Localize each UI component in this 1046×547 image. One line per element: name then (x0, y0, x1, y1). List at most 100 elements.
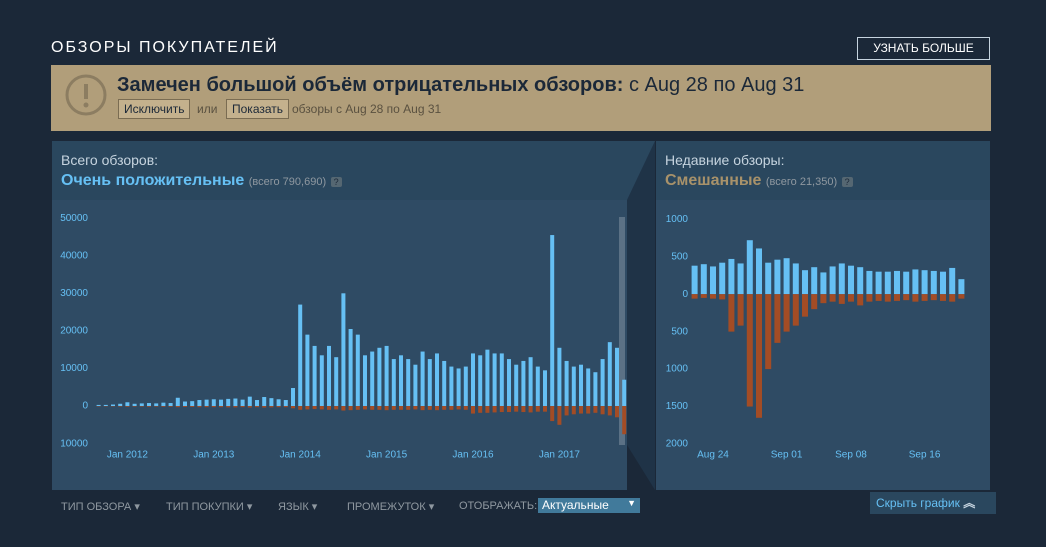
bar (262, 406, 267, 408)
bar (958, 294, 965, 299)
bar (691, 265, 698, 295)
bar (811, 267, 818, 295)
bar (427, 406, 432, 410)
filter-review-type[interactable]: ТИП ОБЗОРА ▾ (61, 501, 140, 513)
bar (276, 406, 281, 408)
bar (283, 400, 288, 407)
bar (894, 270, 900, 295)
bar (930, 270, 937, 295)
bar (219, 399, 223, 407)
bar (168, 406, 173, 407)
bar (829, 294, 836, 302)
filter-purchase-type[interactable]: ТИП ПОКУПКИ ▾ (166, 501, 253, 513)
overall-plot-bg (52, 200, 627, 490)
bar (746, 294, 753, 407)
recent-header-bg (656, 141, 990, 200)
bar (930, 294, 937, 301)
bar (197, 400, 202, 407)
bar (211, 399, 216, 407)
bar (728, 294, 735, 332)
filter-language[interactable]: ЯЗЫК ▾ (278, 501, 318, 513)
help-icon[interactable]: ? (330, 177, 342, 187)
bar (783, 258, 790, 295)
bar (499, 353, 504, 407)
bar (571, 406, 576, 415)
bar (291, 387, 295, 407)
bar (111, 404, 115, 407)
bar (615, 406, 619, 418)
bar (240, 406, 245, 408)
bar (820, 294, 827, 304)
bar (456, 368, 461, 407)
hide-graph-button[interactable]: Скрыть график ︽ (870, 492, 996, 514)
recent-label: Недавние обзоры: (665, 152, 785, 168)
bar (514, 364, 519, 407)
bar (710, 266, 716, 295)
exclude-button[interactable]: Исключить (118, 99, 191, 119)
show-button[interactable]: Показать (226, 99, 290, 119)
bar (507, 406, 511, 413)
warning-icon (65, 74, 107, 116)
bar (384, 406, 389, 411)
y-tick-label: 1000 (666, 214, 689, 225)
bar (226, 398, 231, 407)
bar (802, 294, 808, 317)
bar (710, 294, 716, 299)
bar (226, 406, 231, 408)
bar (550, 406, 555, 422)
y-tick-label: 2000 (666, 439, 689, 450)
x-tick-label: Jan 2014 (280, 450, 322, 461)
bar (820, 272, 827, 295)
bar (175, 397, 180, 407)
bar (571, 366, 576, 407)
bar (204, 399, 209, 407)
filter-display-label: ОТОБРАЖАТЬ: (459, 500, 538, 512)
bar (139, 403, 144, 407)
bar (463, 406, 468, 410)
y-tick-label: 20000 (60, 326, 88, 337)
learn-more-button[interactable]: УЗНАТЬ БОЛЬШЕ (857, 37, 990, 60)
x-tick-label: Sep 16 (909, 450, 941, 461)
bar (147, 403, 151, 407)
bar (586, 368, 591, 407)
bar (327, 345, 331, 407)
recent-total: (всего 21,350) (765, 176, 838, 188)
bar (183, 406, 187, 407)
banner-range: с Aug 28 по Aug 31 (628, 74, 805, 96)
bar (949, 267, 956, 295)
bar (334, 357, 339, 407)
banner-headline: Замечен большой объём отрицательных обзо… (117, 74, 624, 96)
bar (838, 263, 845, 295)
bar (168, 403, 173, 407)
x-tick-label: Jan 2015 (366, 450, 408, 461)
bar (857, 294, 864, 306)
bar (875, 271, 882, 295)
bar (866, 270, 873, 295)
bar (829, 266, 836, 295)
display-select[interactable]: Актуальные ▼ (538, 498, 640, 513)
range-handle[interactable] (619, 217, 625, 445)
bar (291, 406, 295, 409)
bar (341, 293, 346, 407)
y-tick-label: 30000 (60, 288, 88, 299)
filter-label: ЯЗЫК (278, 501, 309, 513)
bar (420, 406, 425, 411)
bar (319, 406, 324, 410)
bar (564, 360, 569, 407)
bar (255, 400, 259, 407)
bar (535, 366, 540, 407)
bar (958, 279, 965, 295)
bar (700, 294, 707, 298)
bar (774, 259, 781, 295)
bar (811, 294, 818, 310)
bar (746, 240, 753, 295)
bar (564, 406, 569, 416)
bar (719, 294, 726, 300)
overall-header-bg (52, 141, 627, 200)
bar (154, 406, 159, 407)
x-tick-label: Jan 2016 (452, 450, 494, 461)
bar (471, 406, 475, 414)
filter-period[interactable]: ПРОМЕЖУТОК ▾ (347, 501, 435, 513)
help-icon[interactable]: ? (841, 177, 853, 187)
